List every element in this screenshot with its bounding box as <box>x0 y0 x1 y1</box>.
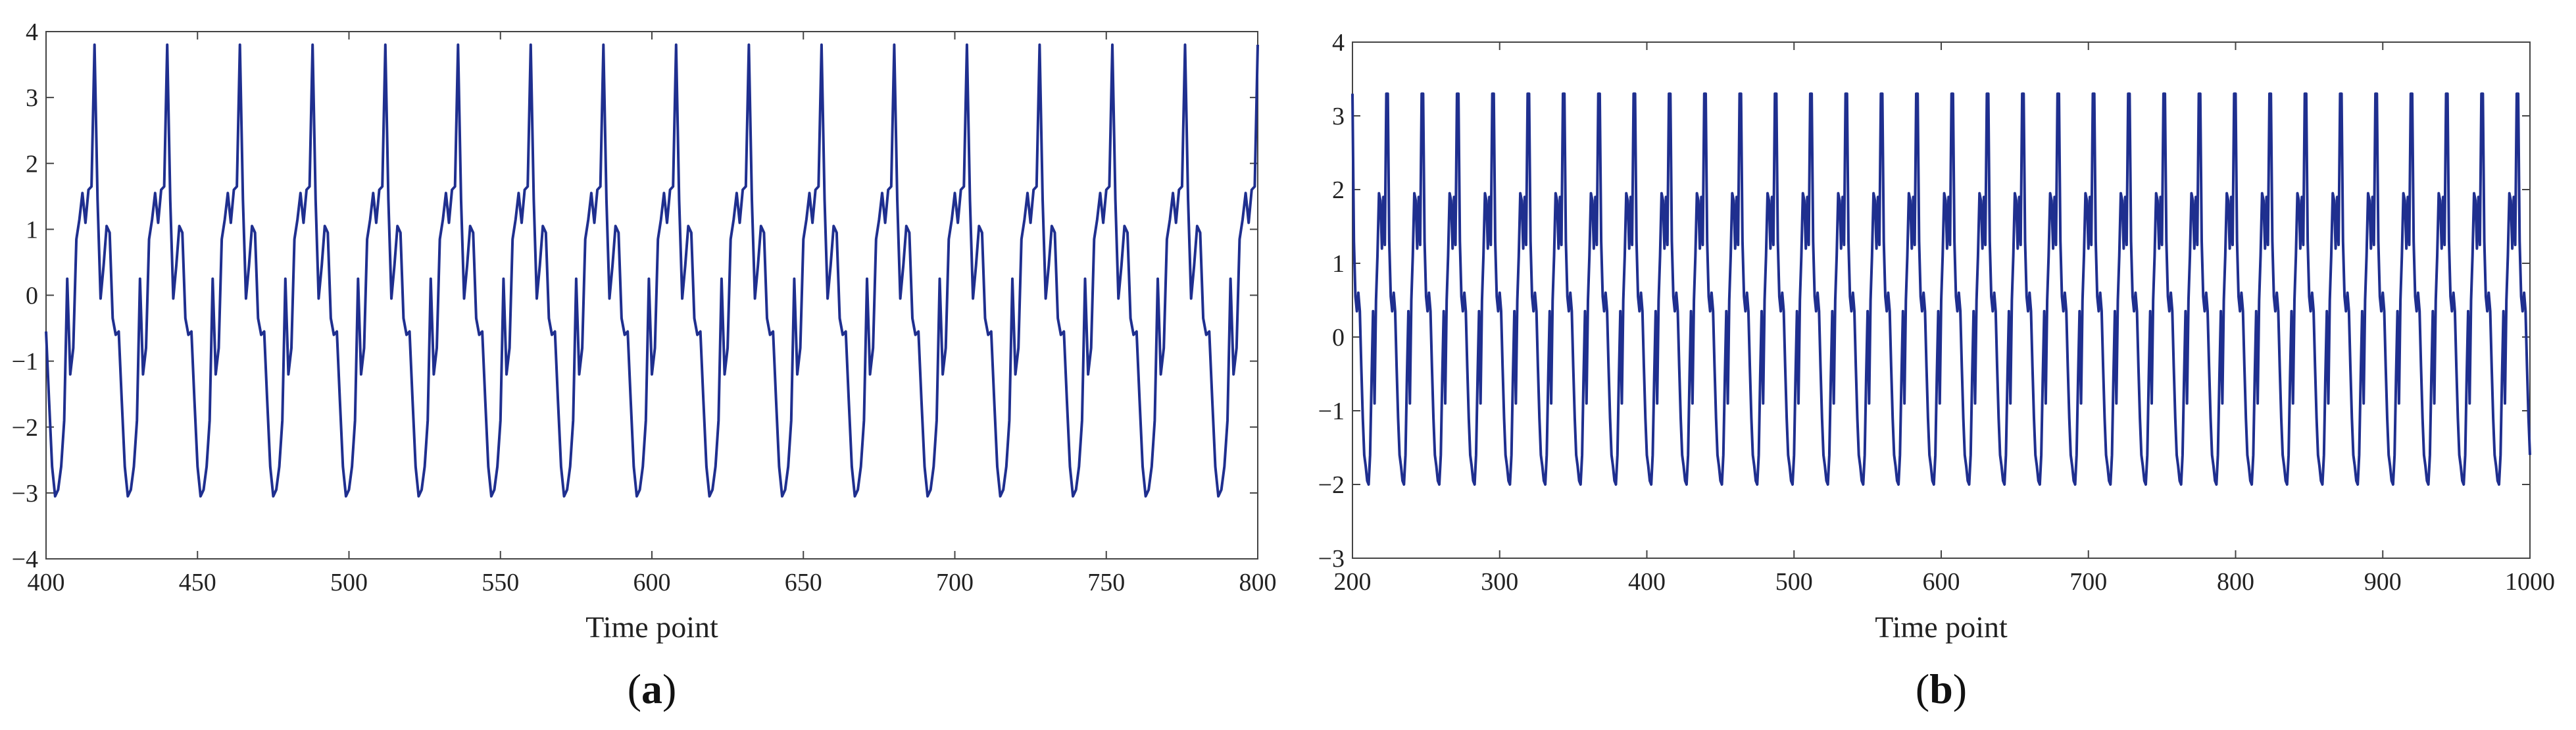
x-tick-label: 800 <box>2217 568 2254 596</box>
x-tick-label: 400 <box>1628 568 1666 596</box>
panel-b: 200 300 400 500 600 700 800 900 1000 −3 −2 −1 0 1 2 3 4… <box>1318 29 2555 712</box>
x-tick-label: 400 <box>28 569 65 596</box>
x-tick-label: 500 <box>330 569 368 596</box>
y-tick-labels: −4 −3 −2 −1 0 1 2 3 4 <box>12 18 38 573</box>
x-tick-label: 450 <box>179 569 216 596</box>
y-tick-label: 4 <box>1332 29 1345 57</box>
x-tick-label: 600 <box>633 569 671 596</box>
x-tick-label: 650 <box>785 569 822 596</box>
x-tick-label: 500 <box>1775 568 1813 596</box>
axis-ticks <box>45 31 1258 560</box>
panel-label-b: (b) <box>1916 665 1967 712</box>
y-tick-label: 4 <box>26 18 38 46</box>
y-tick-label: −2 <box>1318 471 1345 499</box>
axis-ticks <box>1352 41 2531 559</box>
y-tick-label: −4 <box>12 546 38 573</box>
y-tick-label: 3 <box>1332 103 1345 130</box>
x-tick-labels: 400 450 500 550 600 650 700 750 800 <box>28 569 1277 596</box>
panel-label-a: (a) <box>628 665 677 712</box>
x-tick-label: 800 <box>1239 569 1277 596</box>
y-tick-label: 3 <box>26 84 38 112</box>
y-tick-label: 2 <box>1332 176 1345 204</box>
x-tick-label: 900 <box>2364 568 2402 596</box>
x-axis-label: Time point <box>585 610 718 644</box>
y-tick-label: −1 <box>1318 398 1345 425</box>
x-tick-label: 550 <box>482 569 519 596</box>
y-tick-label: 1 <box>26 216 38 244</box>
x-tick-label: 700 <box>936 569 974 596</box>
series-line <box>1351 92 2531 486</box>
x-tick-labels: 200 300 400 500 600 700 800 900 1000 <box>1334 568 2556 596</box>
y-tick-labels: −3 −2 −1 0 1 2 3 4 <box>1318 29 1345 573</box>
series-line <box>45 43 1259 498</box>
y-tick-label: 0 <box>26 282 38 310</box>
x-tick-label: 750 <box>1087 569 1125 596</box>
x-tick-label: 300 <box>1481 568 1518 596</box>
x-axis-label: Time point <box>1875 610 2008 644</box>
x-tick-label: 1000 <box>2505 568 2555 596</box>
y-tick-label: −1 <box>12 348 38 376</box>
y-tick-label: 2 <box>26 150 38 178</box>
x-tick-label: 200 <box>1334 568 1372 596</box>
x-tick-label: 600 <box>1923 568 1960 596</box>
y-tick-label: −3 <box>12 480 38 508</box>
y-tick-label: −2 <box>12 414 38 442</box>
y-tick-label: −3 <box>1318 545 1345 573</box>
y-tick-label: 0 <box>1332 324 1345 352</box>
y-tick-label: 1 <box>1332 250 1345 278</box>
x-tick-label: 700 <box>2069 568 2107 596</box>
panel-a: 400 450 500 550 600 650 700 750 800 −4 −3 −2 −1 0 1 2 3… <box>12 18 1277 712</box>
